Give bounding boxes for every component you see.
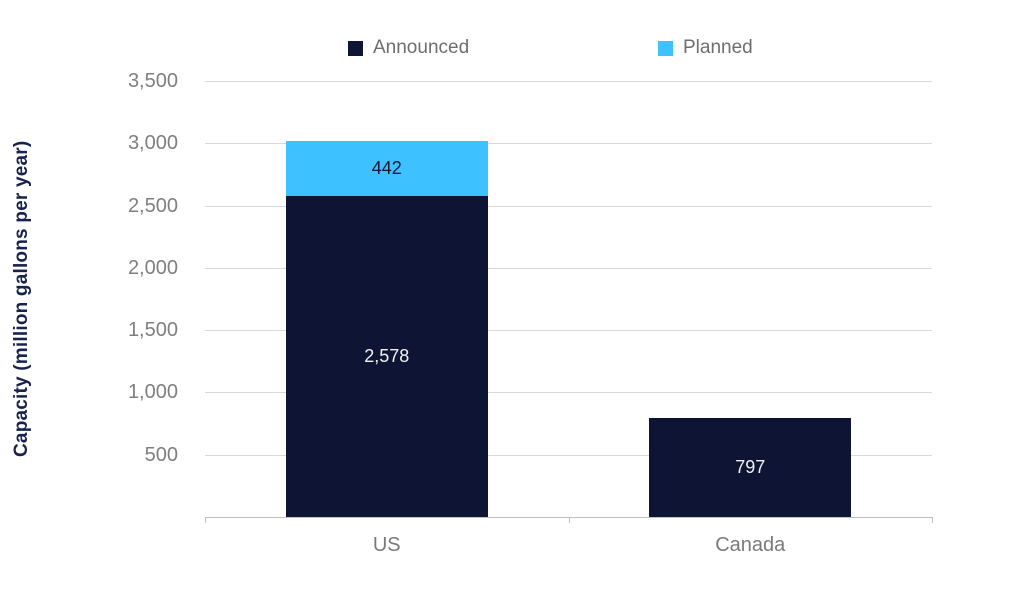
gridline — [205, 330, 932, 332]
bar-segment-announced: 2,578 — [285, 195, 488, 517]
bar-value-label: 2,578 — [364, 346, 410, 367]
y-tick-label: 1,000 — [127, 381, 178, 404]
y-tick-label: 2,000 — [127, 256, 178, 279]
y-axis-title: Capacity (million gallons per year) — [11, 140, 32, 458]
legend-swatch-icon — [658, 40, 673, 56]
legend-label: Announced — [373, 37, 470, 58]
legend-label: Planned — [683, 37, 753, 58]
x-category-label: US — [372, 534, 401, 556]
x-axis-tick — [932, 517, 933, 523]
y-tick-label: 2,500 — [127, 194, 178, 217]
gridline — [205, 454, 932, 456]
gridline — [205, 81, 932, 82]
gridline — [205, 267, 932, 269]
legend-item-announced: Announced — [348, 38, 469, 58]
x-axis-tick — [205, 517, 206, 523]
x-category-label: Canada — [715, 534, 786, 556]
gridline — [205, 205, 932, 207]
gridline — [205, 392, 932, 394]
bar-segment-planned: 442 — [285, 140, 488, 196]
legend-swatch-icon — [348, 40, 363, 56]
y-tick-label: 500 — [144, 443, 178, 466]
y-tick-label: 3,000 — [127, 132, 178, 155]
legend-item-planned: Planned — [658, 38, 753, 58]
bar-value-label: 442 — [371, 158, 402, 179]
x-axis-tick — [568, 517, 570, 523]
y-tick-label: 1,500 — [127, 319, 178, 342]
y-tick-label: 3,500 — [127, 70, 178, 92]
gridline — [205, 143, 932, 145]
bar-segment-announced: 797 — [649, 417, 852, 517]
bar-value-label: 797 — [735, 457, 766, 478]
plot-area: 2,578 442 797 — [205, 81, 932, 517]
